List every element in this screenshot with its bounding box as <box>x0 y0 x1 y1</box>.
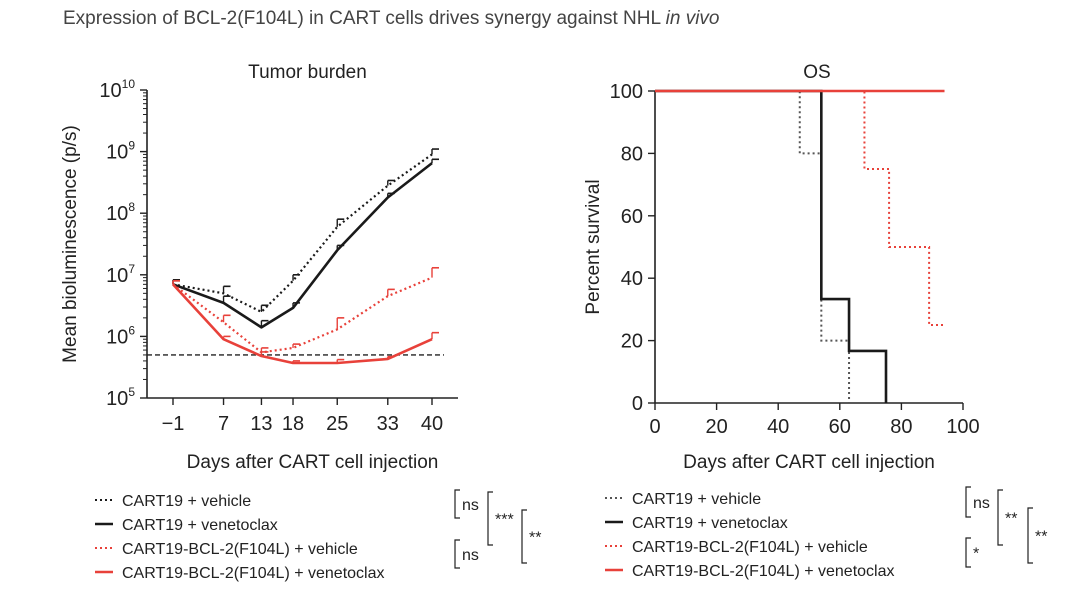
significance-bracket <box>487 491 493 546</box>
legend-label: CART19 + vehicle <box>122 493 251 510</box>
tumor-sig-4: ns <box>454 539 479 569</box>
os-sig-3: ** <box>1027 507 1047 564</box>
tumor-x-tick-label: 7 <box>218 413 229 435</box>
tumor-x-axis-title: Days after CART cell injection <box>187 452 439 473</box>
os-sig-4: * <box>965 537 979 568</box>
tumor-x-tick-label: 25 <box>326 413 348 435</box>
os-title: OS <box>803 62 830 83</box>
os-sig-1: ns <box>965 486 990 518</box>
significance-label: ** <box>1035 529 1047 546</box>
tumor-x-tick-label: 40 <box>421 413 443 435</box>
os-x-tick-label: 80 <box>890 416 912 438</box>
significance-label: ns <box>462 497 479 514</box>
significance-bracket <box>454 489 460 519</box>
tumor-series-4 <box>172 279 439 365</box>
legend-label: CART19-BCL-2(F104L) + vehicle <box>122 541 358 558</box>
significance-bracket <box>1027 507 1033 564</box>
tumor-series-line <box>172 162 433 329</box>
significance-label: * <box>973 546 979 563</box>
tumor-sig-3: ** <box>521 509 541 564</box>
os-y-tick-label: 100 <box>610 81 643 103</box>
os-x-tick-label: 40 <box>767 416 789 438</box>
legend-label: CART19-BCL-2(F104L) + venetoclax <box>122 565 385 582</box>
os-x-tick-label: 60 <box>829 416 851 438</box>
significance-label: ns <box>973 495 990 512</box>
tumor-x-tick-label: 13 <box>250 413 272 435</box>
tumor-x-tick-label: 33 <box>377 413 399 435</box>
os-y-axis-title: Percent survival <box>583 179 604 314</box>
os-y-tick-label: 60 <box>621 206 643 228</box>
tumor-series-3 <box>172 266 439 354</box>
significance-bracket <box>965 486 971 518</box>
tumor-y-tick-label: 106 <box>106 323 135 348</box>
os-y-tick-label: 40 <box>621 268 643 290</box>
os-x-tick-label: 100 <box>946 416 979 438</box>
figure-title: Expression of BCL-2(F104L) in CART cells… <box>63 8 719 30</box>
tumor-y-tick-label: 1010 <box>99 77 135 102</box>
tumor-sig-1: ns <box>454 489 479 519</box>
significance-bracket <box>965 537 971 568</box>
significance-label: ** <box>1005 511 1017 528</box>
tumor-x-tick-label: 18 <box>282 413 304 435</box>
significance-label: *** <box>495 512 514 529</box>
os-series-3 <box>655 90 945 326</box>
tumor-sig-2: *** <box>487 491 514 546</box>
os-x-tick-label: 20 <box>705 416 727 438</box>
os-y-tick-label: 80 <box>621 143 643 165</box>
legend-label: CART19 + venetoclax <box>632 515 788 532</box>
tumor-series-2 <box>172 158 439 329</box>
tumor-y-tick-label: 105 <box>106 385 135 410</box>
figure-title-main: Expression of BCL-2(F104L) in CART cells… <box>63 8 661 29</box>
tumor-y-axis-title: Mean bioluminescence (p/s) <box>60 125 81 363</box>
tumor-series-line <box>172 153 433 313</box>
tumor-x-tick-label: −1 <box>162 413 185 435</box>
os-x-tick-label: 0 <box>649 416 660 438</box>
legend-label: CART19 + vehicle <box>632 491 761 508</box>
tumor-y-tick-label: 108 <box>106 200 135 225</box>
os-y-tick-label: 20 <box>621 331 643 353</box>
significance-bracket <box>454 539 460 569</box>
tumor-burden-title: Tumor burden <box>248 62 367 83</box>
tumor-legend: CART19 + vehicle CART19 + venetoclax CART1… <box>95 493 385 582</box>
tumor-y-tick-label: 109 <box>106 139 135 164</box>
tumor-y-tick-label: 107 <box>106 262 135 287</box>
os-x-axis-title: Days after CART cell injection <box>683 452 935 473</box>
tumor-burden-chart: Tumor burden 105 106 107 108 109 1010 −1 7 13 18 25… <box>60 62 458 473</box>
os-legend: CART19 + vehicle CART19 + venetoclax CART1… <box>605 491 895 580</box>
significance-label: ns <box>462 547 479 564</box>
os-series-2 <box>655 89 888 403</box>
significance-label: ** <box>529 530 541 547</box>
significance-bracket <box>997 489 1003 546</box>
figure-title-italic: in vivo <box>665 8 720 29</box>
significance-bracket <box>521 509 527 564</box>
os-chart: OS 0 20 40 60 80 100 0 20 40 60 80 100 Days after CAR… <box>583 62 980 473</box>
os-y-tick-label: 0 <box>632 393 643 415</box>
os-series-1 <box>655 90 851 403</box>
legend-label: CART19-BCL-2(F104L) + venetoclax <box>632 563 895 580</box>
tumor-series-1 <box>172 148 439 313</box>
legend-label: CART19-BCL-2(F104L) + vehicle <box>632 539 868 556</box>
os-sig-2: ** <box>997 489 1017 546</box>
legend-label: CART19 + venetoclax <box>122 517 278 534</box>
